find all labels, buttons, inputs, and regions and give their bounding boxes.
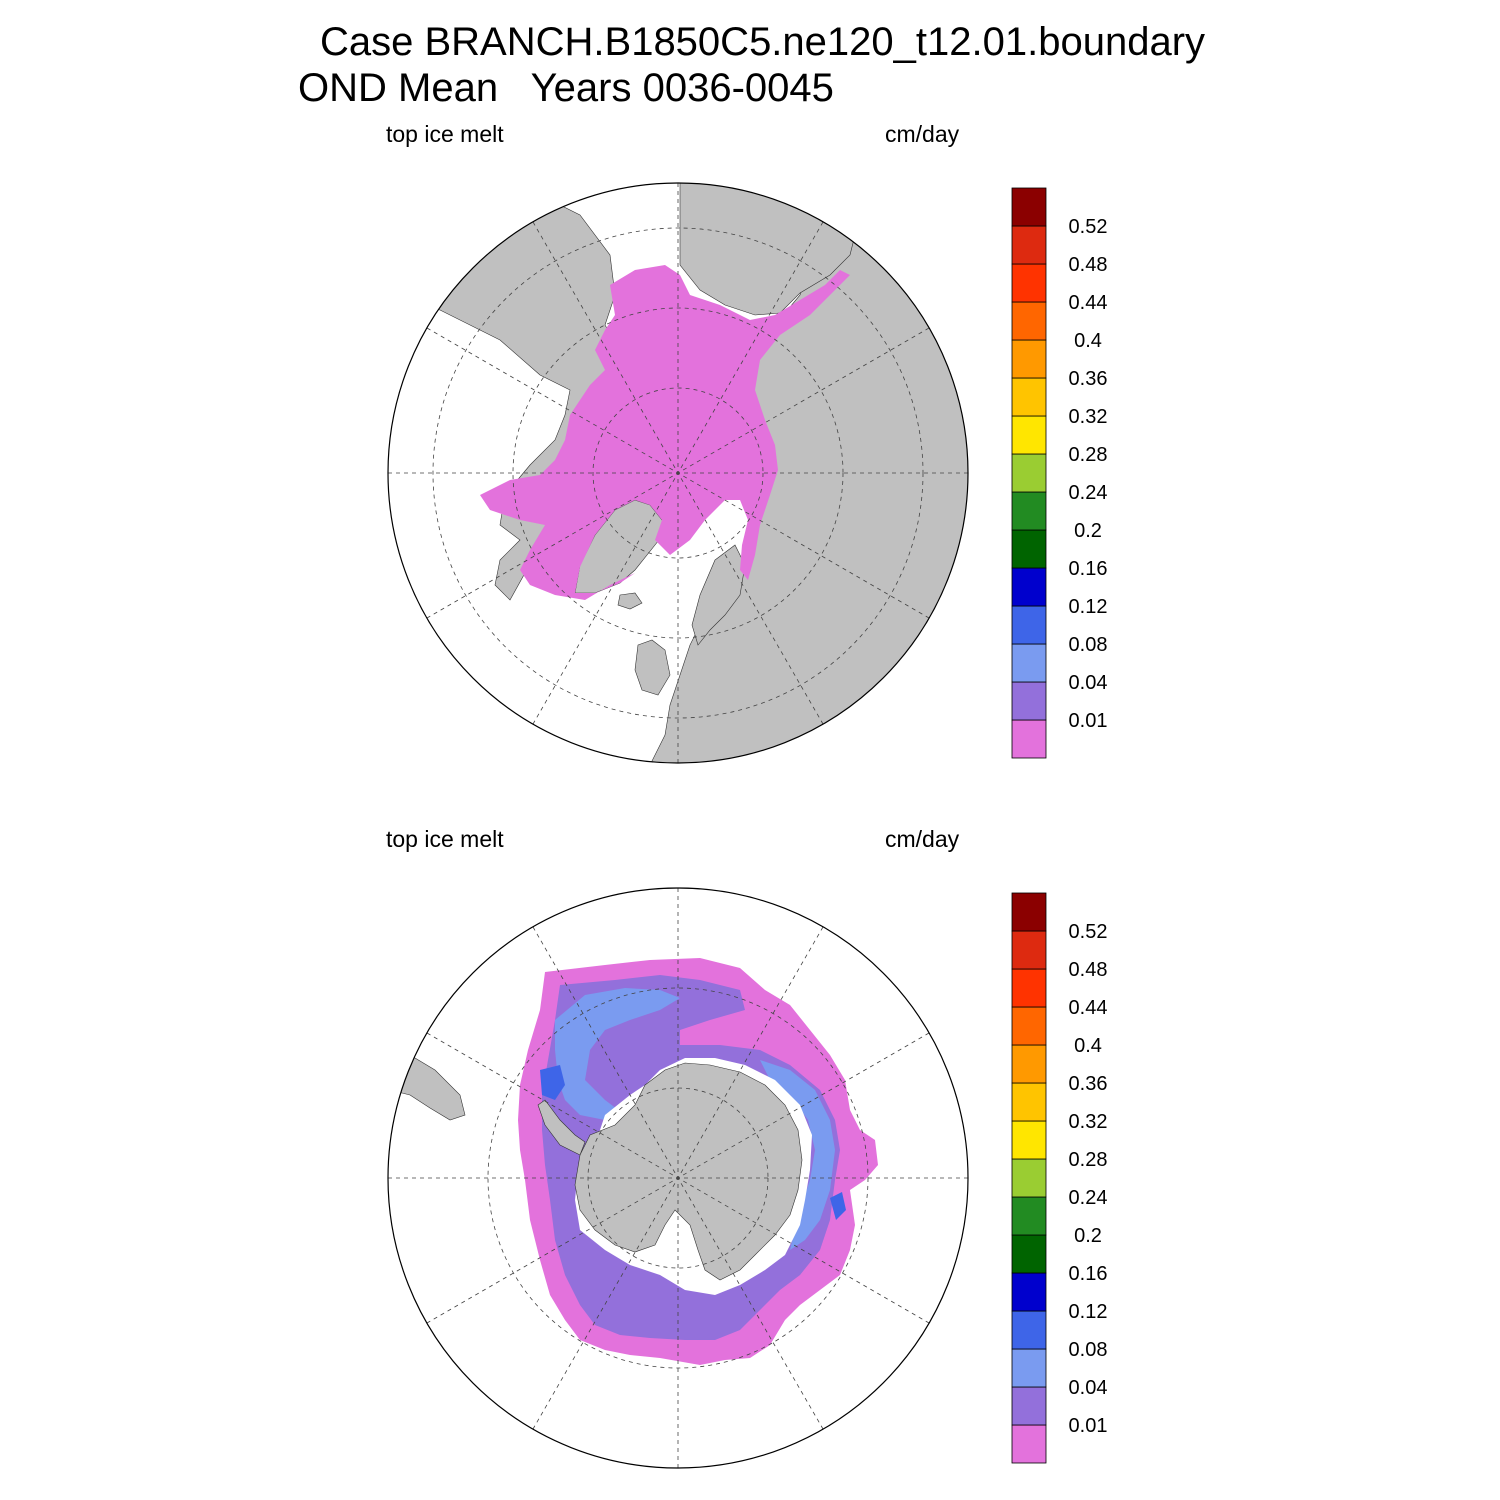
north-colorbar-label: 0.12 [1069, 596, 1108, 618]
south-colorbar-box [1011, 1196, 1047, 1236]
north-colorbar-box [1011, 681, 1047, 721]
north-colorbar-box [1011, 643, 1047, 683]
southern-sea-ice-lightblue [555, 988, 680, 1120]
south-colorbar-label: 0.12 [1069, 1301, 1108, 1323]
north-colorbar-label: 0.01 [1069, 710, 1108, 732]
south-colorbar-box [1011, 1386, 1047, 1426]
north-colorbar-label: 0.08 [1069, 634, 1108, 656]
north-colorbar-box [1011, 605, 1047, 645]
north-colorbar-label: 0.32 [1069, 406, 1108, 428]
south-colorbar-box [1011, 930, 1047, 970]
figure-title-line2: OND Mean Years 0036-0045 [298, 66, 834, 110]
south-colorbar-label: 0.36 [1069, 1073, 1108, 1095]
south-colorbar-box [1011, 1044, 1047, 1084]
south-colorbar-label: 0.01 [1069, 1415, 1108, 1437]
north-colorbar: 0.01 0.04 0.08 0.12 0.16 0.2 0.24 0.28 0.32 0.36 0… [1011, 187, 1108, 759]
south-graticule [388, 888, 968, 1468]
southern-sea-ice-blue-patch-east [830, 1192, 846, 1220]
figure-title-line1: Case BRANCH.B1850C5.ne120_t12.01.boundar… [320, 20, 1206, 64]
north-colorbar-label: 0.36 [1069, 368, 1108, 390]
south-colorbar-label: 0.2 [1074, 1225, 1102, 1247]
south-panel-variable-label: top ice melt [386, 826, 504, 852]
south-colorbar-label: 0.28 [1069, 1149, 1108, 1171]
north-panel-variable-label: top ice melt [386, 121, 504, 147]
north-colorbar-label: 0.2 [1074, 520, 1102, 542]
north-colorbar-box [1011, 453, 1047, 493]
south-colorbar-box [1011, 1424, 1047, 1464]
north-colorbar-box [1011, 567, 1047, 607]
south-colorbar-box [1011, 1348, 1047, 1388]
south-colorbar-box [1011, 1120, 1047, 1160]
north-colorbar-label: 0.48 [1069, 254, 1108, 276]
north-colorbar-box [1011, 529, 1047, 569]
scandinavia-land [691, 544, 746, 646]
south-colorbar-label: 0.44 [1069, 997, 1108, 1019]
north-colorbar-label: 0.28 [1069, 444, 1108, 466]
antarctic-peninsula-land [537, 1099, 586, 1156]
south-colorbar-label: 0.16 [1069, 1263, 1108, 1285]
north-polar-map [387, 182, 969, 764]
arctic-sea-ice [480, 265, 850, 600]
south-colorbar-label: 0.08 [1069, 1339, 1108, 1361]
north-colorbar-box [1011, 491, 1047, 531]
south-polar-map [387, 887, 969, 1469]
north-colorbar-box [1011, 339, 1047, 379]
north-colorbar-label: 0.44 [1069, 292, 1108, 314]
south-panel-units-label: cm/day [885, 826, 960, 852]
south-colorbar-box [1011, 1006, 1047, 1046]
antarctica-land [574, 1062, 803, 1281]
north-colorbar-box [1011, 263, 1047, 303]
north-panel-units-label: cm/day [885, 121, 960, 147]
north-colorbar-label: 0.52 [1069, 216, 1108, 238]
north-colorbar-box [1011, 719, 1047, 759]
north-colorbar-box [1011, 415, 1047, 455]
north-colorbar-label: 0.16 [1069, 558, 1108, 580]
south-colorbar-label: 0.04 [1069, 1377, 1108, 1399]
south-colorbar-box [1011, 892, 1047, 932]
north-colorbar-label: 0.24 [1069, 482, 1108, 504]
southern-sea-ice-blue-patch [540, 1065, 565, 1100]
south-colorbar-box [1011, 1158, 1047, 1198]
south-colorbar-label: 0.52 [1069, 921, 1108, 943]
south-colorbar-label: 0.4 [1074, 1035, 1102, 1057]
south-colorbar-label: 0.24 [1069, 1187, 1108, 1209]
british-isles-land [634, 639, 671, 696]
south-colorbar-label: 0.48 [1069, 959, 1108, 981]
south-map-border [387, 887, 969, 1469]
north-colorbar-box [1011, 187, 1047, 227]
south-colorbar-box [1011, 1082, 1047, 1122]
south-colorbar: 0.01 0.04 0.08 0.12 0.16 0.2 0.24 0.28 0.32 0.36 0… [1011, 892, 1108, 1464]
iceland-land [617, 592, 643, 610]
north-colorbar-label: 0.4 [1074, 330, 1102, 352]
north-graticule [388, 183, 968, 763]
north-map-border [387, 182, 969, 764]
southern-sea-ice-lightblue-east [760, 1060, 835, 1250]
south-colorbar-box [1011, 1234, 1047, 1274]
south-colorbar-box [1011, 1310, 1047, 1350]
south-colorbar-label: 0.32 [1069, 1111, 1108, 1133]
north-colorbar-box [1011, 301, 1047, 341]
south-colorbar-box [1011, 1272, 1047, 1312]
south-colorbar-box [1011, 968, 1047, 1008]
north-colorbar-label: 0.04 [1069, 672, 1108, 694]
north-colorbar-box [1011, 225, 1047, 265]
north-colorbar-box [1011, 377, 1047, 417]
